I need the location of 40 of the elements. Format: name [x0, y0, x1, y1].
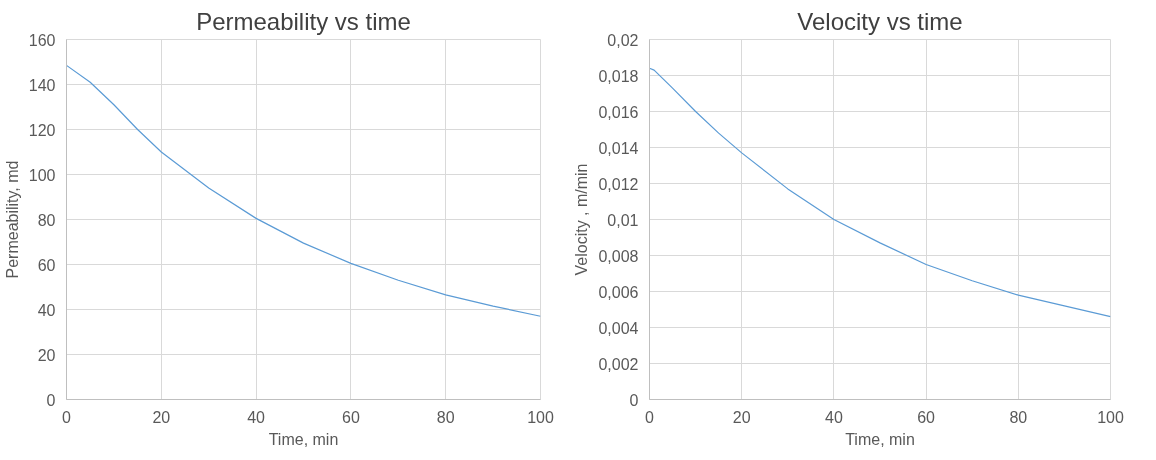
y-tick-label: 0,016 — [598, 103, 639, 121]
y-tick-label: 100 — [28, 166, 56, 184]
x-axis-title: Time, min — [845, 430, 915, 448]
x-tick-label: 60 — [342, 408, 360, 426]
chart-title: Permeability vs time — [196, 7, 411, 35]
x-tick-label: 20 — [732, 408, 751, 426]
y-tick-label: 0 — [46, 391, 56, 409]
line-series — [649, 67, 1111, 318]
x-tick-label: 80 — [436, 408, 455, 426]
y-tick-label: 0,002 — [598, 355, 639, 373]
x-tick-label: 80 — [1009, 408, 1028, 426]
y-tick-label: 0,01 — [607, 211, 639, 229]
x-tick-label: 40 — [825, 408, 843, 426]
y-tick-label: 140 — [28, 76, 56, 94]
x-tick-label: 100 — [1097, 408, 1124, 426]
y-tick-label: 0,02 — [607, 31, 639, 49]
y-tick-label: 160 — [28, 31, 56, 49]
x-tick-label: 60 — [917, 408, 936, 426]
x-tick-label: 0 — [62, 408, 72, 426]
x-tick-label: 0 — [645, 408, 655, 426]
x-tick-label: 40 — [247, 408, 266, 426]
y-axis-title: Permeability, md — [3, 160, 21, 279]
y-tick-label: 80 — [37, 211, 56, 229]
line-series — [66, 64, 541, 317]
x-axis-title: Time, min — [268, 430, 339, 448]
y-tick-label: 0,004 — [598, 319, 639, 337]
y-tick-label: 0,012 — [598, 175, 639, 193]
y-tick-label: 60 — [37, 256, 56, 274]
y-tick-label: 120 — [28, 121, 56, 139]
x-tick-label: 20 — [152, 408, 171, 426]
y-tick-label: 40 — [37, 301, 56, 319]
y-tick-label: 0,008 — [598, 247, 639, 265]
y-tick-label: 0,018 — [598, 67, 639, 85]
x-tick-label: 100 — [527, 408, 554, 426]
y-tick-label: 0 — [629, 391, 639, 409]
y-tick-label: 20 — [37, 346, 56, 364]
y-tick-label: 0,014 — [598, 139, 639, 157]
y-tick-label: 0,006 — [598, 283, 639, 301]
y-axis-title: Velocity , m/min — [573, 163, 591, 276]
chart-title: Velocity vs time — [797, 7, 963, 35]
